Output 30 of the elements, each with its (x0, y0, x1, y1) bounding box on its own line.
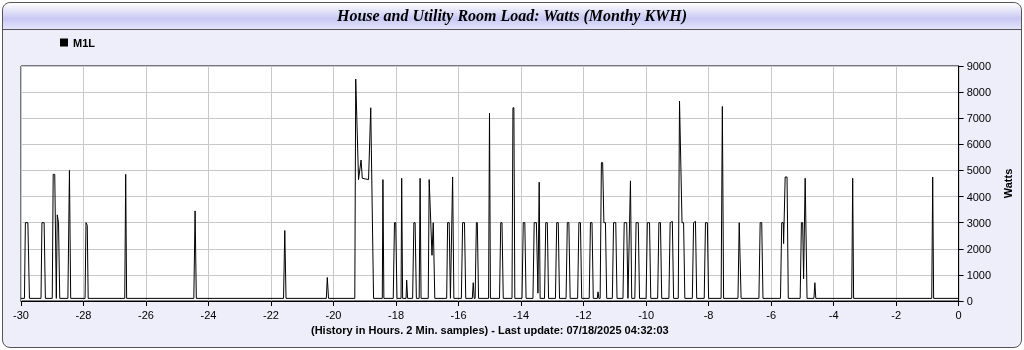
chart-title: House and Utility Room Load: Watts (Monthy KWH) (336, 7, 688, 25)
x-tick-label: -26 (138, 308, 154, 321)
x-tick-label: -4 (828, 308, 839, 321)
x-tick-label: -22 (263, 308, 279, 321)
x-tick-label: -20 (325, 308, 342, 321)
y-axis-title: Watts (1001, 168, 1014, 199)
x-tick-label: -24 (200, 308, 217, 321)
x-tick-label: -12 (575, 308, 592, 321)
x-tick-label: 0 (955, 308, 962, 321)
y-tick-label: 9000 (966, 60, 992, 72)
y-tick-label: 2000 (966, 242, 992, 255)
x-tick-label: -16 (450, 308, 467, 321)
x-tick-label: -18 (388, 308, 404, 321)
x-tick-label: -6 (766, 308, 776, 321)
legend-label: M1L (73, 36, 96, 49)
x-tick-label: -28 (75, 308, 92, 321)
y-tick-label: 0 (966, 295, 973, 307)
y-tick-label: 1000 (966, 268, 992, 281)
x-tick-label: -10 (638, 308, 655, 321)
x-axis-title: (History in Hours. 2 Min. samples) - Last update: 07/18/2025 04:32:03 (311, 324, 669, 337)
x-tick-label: -2 (891, 308, 902, 321)
y-tick-label: 6000 (966, 138, 992, 151)
y-tick-label: 4000 (966, 190, 992, 203)
x-tick-label: -14 (513, 308, 530, 321)
x-tick-label: -30 (13, 308, 29, 321)
y-tick-label: 3000 (966, 216, 992, 229)
y-tick-label: 7000 (966, 112, 992, 125)
x-tick-label: -8 (703, 308, 714, 321)
y-tick-label: 8000 (966, 86, 992, 99)
y-tick-label: 5000 (966, 164, 992, 177)
